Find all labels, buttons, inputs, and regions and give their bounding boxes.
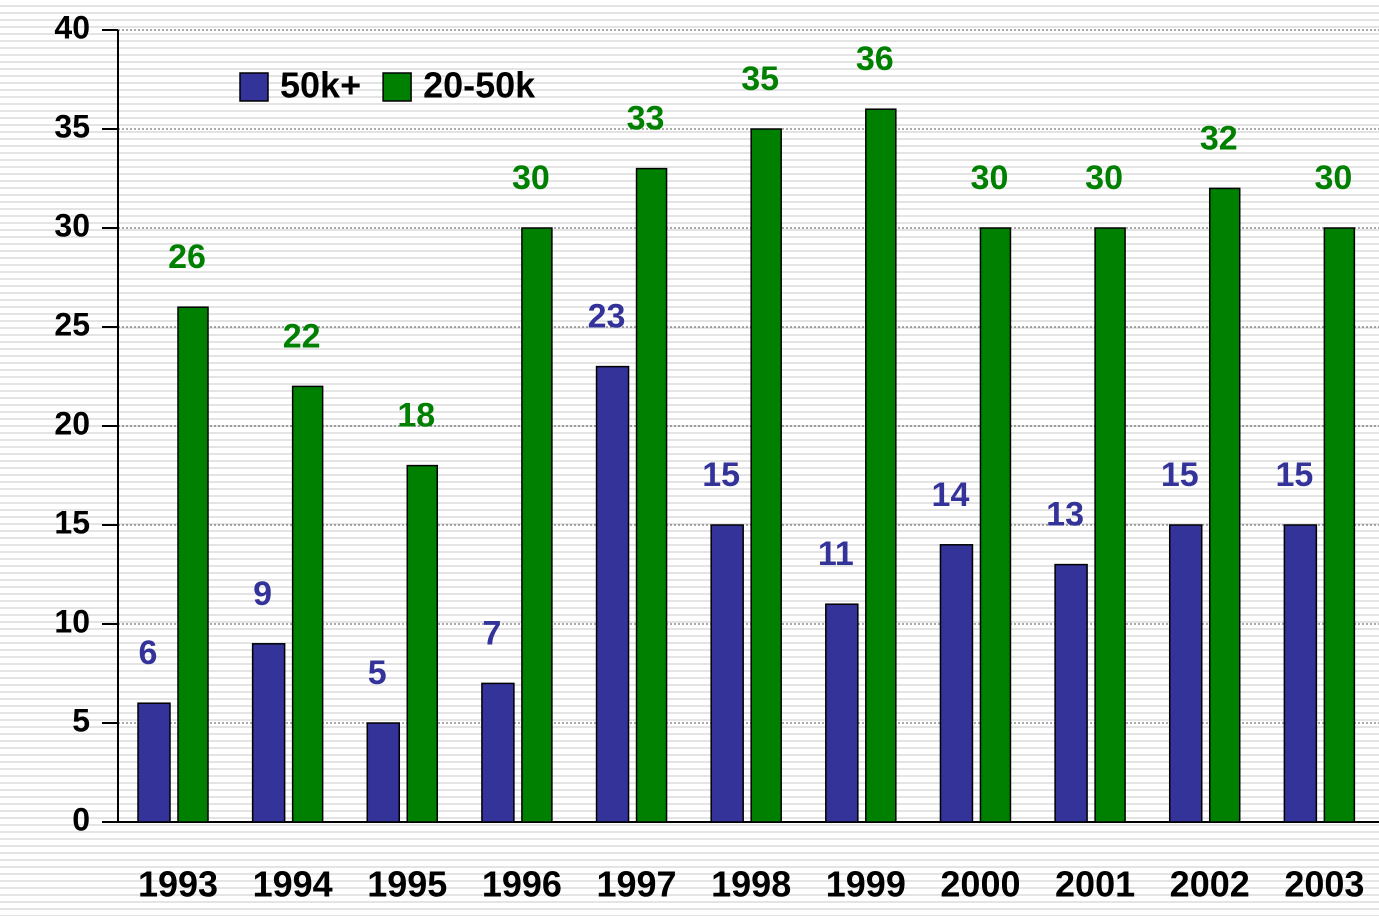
- y-tick-label: 25: [54, 306, 90, 342]
- data-label: 30: [971, 159, 1009, 197]
- bar: [939, 544, 974, 823]
- x-tick-label: 2001: [1055, 864, 1135, 905]
- y-tick-label: 5: [72, 702, 90, 738]
- y-tick-label: 15: [54, 504, 90, 540]
- legend-swatch: [382, 72, 412, 102]
- x-tick-label: 1999: [826, 864, 906, 905]
- bar: [251, 643, 286, 823]
- y-tick-label: 30: [54, 207, 90, 243]
- bar: [366, 722, 401, 823]
- bar: [1208, 187, 1241, 823]
- data-label: 26: [168, 238, 206, 276]
- x-tick-label: 1995: [367, 864, 447, 905]
- data-label: 30: [1314, 159, 1352, 197]
- x-tick-label: 1998: [711, 864, 791, 905]
- data-label: 18: [397, 397, 435, 435]
- bar: [177, 306, 209, 823]
- x-tick-label: 1994: [253, 864, 333, 905]
- bar: [635, 167, 668, 823]
- y-tick-label: 20: [54, 405, 90, 441]
- data-label: 15: [1161, 456, 1199, 494]
- legend-label: 50k+: [280, 65, 361, 106]
- data-label: 30: [1085, 159, 1123, 197]
- bar: [1094, 227, 1126, 823]
- bar: [595, 365, 630, 823]
- data-label: 14: [932, 476, 970, 514]
- data-label: 15: [1275, 456, 1313, 494]
- data-label: 7: [482, 614, 501, 652]
- bar: [825, 603, 859, 823]
- y-tick-label: 0: [72, 801, 90, 837]
- y-tick-label: 40: [54, 9, 90, 45]
- legend-swatch: [239, 72, 269, 102]
- bar: [1283, 524, 1318, 823]
- x-tick-label: 2002: [1170, 864, 1250, 905]
- data-label: 30: [512, 159, 550, 197]
- data-label: 6: [139, 634, 158, 672]
- data-label: 9: [253, 575, 272, 613]
- x-tick-label: 2003: [1284, 864, 1364, 905]
- data-label: 11: [818, 535, 854, 573]
- data-label: 22: [283, 317, 321, 355]
- bar: [137, 702, 171, 823]
- bar: [865, 108, 897, 823]
- bar: [750, 128, 782, 823]
- x-tick-label: 1997: [596, 864, 676, 905]
- legend-label: 20-50k: [423, 65, 536, 106]
- data-label: 33: [627, 100, 665, 138]
- bar: [710, 524, 744, 823]
- data-label: 35: [741, 60, 779, 98]
- data-label: 32: [1200, 119, 1238, 157]
- y-tick-label: 10: [54, 603, 90, 639]
- bar: [1168, 524, 1203, 823]
- bar: [291, 385, 324, 823]
- bar: [521, 227, 553, 823]
- data-label: 13: [1046, 496, 1084, 534]
- bar: [1054, 563, 1088, 823]
- x-tick-label: 1996: [482, 864, 562, 905]
- bar: [406, 464, 439, 823]
- bar: [1323, 227, 1356, 823]
- data-label: 23: [588, 298, 626, 336]
- bar: [481, 682, 515, 823]
- bar: [979, 227, 1012, 823]
- data-label: 36: [856, 40, 894, 78]
- y-tick-label: 35: [54, 108, 90, 144]
- x-tick-label: 2000: [940, 864, 1020, 905]
- x-tick-label: 1993: [138, 864, 218, 905]
- data-label: 15: [702, 456, 740, 494]
- data-label: 5: [368, 654, 387, 692]
